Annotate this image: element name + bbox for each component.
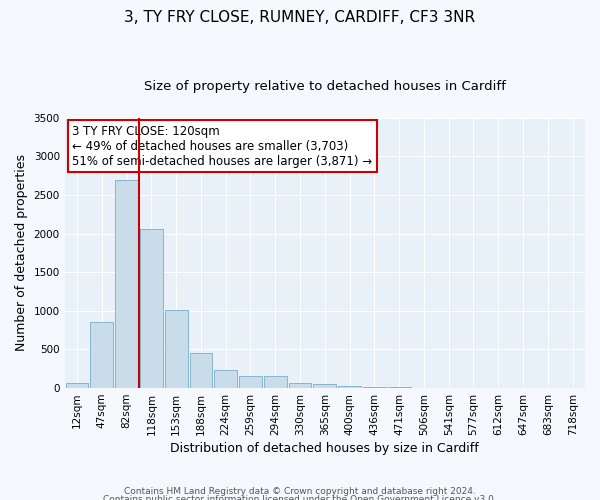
Y-axis label: Number of detached properties: Number of detached properties	[15, 154, 28, 352]
Bar	[363, 386, 386, 388]
Bar	[115, 180, 138, 388]
Text: Contains HM Land Registry data © Crown copyright and database right 2024.: Contains HM Land Registry data © Crown c…	[124, 488, 476, 496]
Bar	[388, 387, 410, 388]
Bar	[338, 386, 361, 388]
Bar	[190, 353, 212, 388]
X-axis label: Distribution of detached houses by size in Cardiff: Distribution of detached houses by size …	[170, 442, 479, 455]
Bar	[214, 370, 237, 388]
Bar	[264, 376, 287, 388]
Text: 3 TY FRY CLOSE: 120sqm
← 49% of detached houses are smaller (3,703)
51% of semi-: 3 TY FRY CLOSE: 120sqm ← 49% of detached…	[73, 124, 373, 168]
Bar	[140, 229, 163, 388]
Title: Size of property relative to detached houses in Cardiff: Size of property relative to detached ho…	[144, 80, 506, 93]
Text: Contains public sector information licensed under the Open Government Licence v3: Contains public sector information licen…	[103, 495, 497, 500]
Bar	[65, 384, 88, 388]
Text: 3, TY FRY CLOSE, RUMNEY, CARDIFF, CF3 3NR: 3, TY FRY CLOSE, RUMNEY, CARDIFF, CF3 3N…	[124, 10, 476, 25]
Bar	[289, 383, 311, 388]
Bar	[313, 384, 336, 388]
Bar	[165, 310, 188, 388]
Bar	[239, 376, 262, 388]
Bar	[91, 322, 113, 388]
